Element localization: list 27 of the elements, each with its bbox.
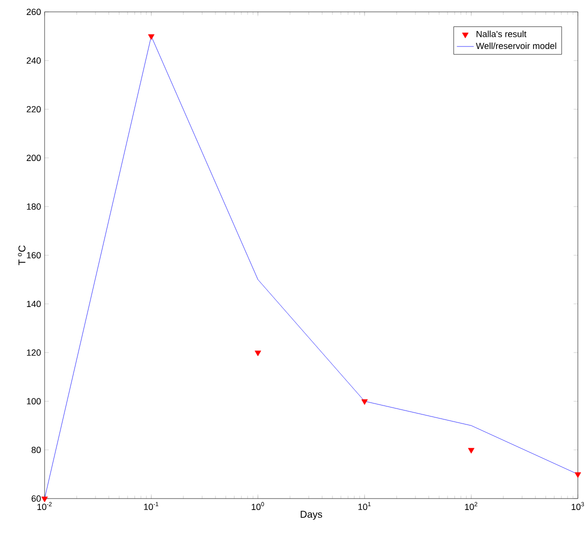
point bbox=[574, 472, 582, 478]
point bbox=[148, 34, 154, 40]
y-tick-label: 140 bbox=[26, 300, 41, 307]
x-tick-label: 10$^{0}$ bbox=[252, 502, 264, 510]
y-axis-title: T $^{o}$C bbox=[18, 245, 26, 266]
x-tick-label: 10$^{-1}$ bbox=[144, 502, 158, 510]
x-axis-title: Days bbox=[300, 510, 322, 520]
x-tick-label: 10$^{1}$ bbox=[358, 502, 371, 510]
x-tick-label: 10$^{3}$ bbox=[572, 502, 584, 510]
y-tick-label: 100 bbox=[26, 398, 41, 404]
y-tick-label: 240 bbox=[26, 57, 41, 64]
point bbox=[468, 448, 474, 454]
x-tick-label: 10$^{-2}$ bbox=[37, 502, 52, 510]
y-tick-label: 120 bbox=[26, 349, 41, 356]
y-tick-label: 80 bbox=[32, 446, 41, 453]
point bbox=[41, 496, 48, 502]
y-tick-label: 260 bbox=[26, 8, 41, 15]
legend-label: Well/reservoir model bbox=[476, 42, 556, 49]
point bbox=[254, 350, 262, 356]
y-tick-label: 160 bbox=[26, 252, 41, 258]
y-tick-label: 180 bbox=[26, 203, 41, 210]
y-tick-label: 220 bbox=[26, 106, 41, 112]
y-tick-label: 60 bbox=[32, 495, 41, 502]
x-tick-label: 10$^{2}$ bbox=[465, 502, 478, 510]
legend-label: Nalla's result bbox=[476, 30, 526, 38]
y-tick-label: 200 bbox=[26, 154, 41, 161]
point bbox=[361, 399, 368, 405]
